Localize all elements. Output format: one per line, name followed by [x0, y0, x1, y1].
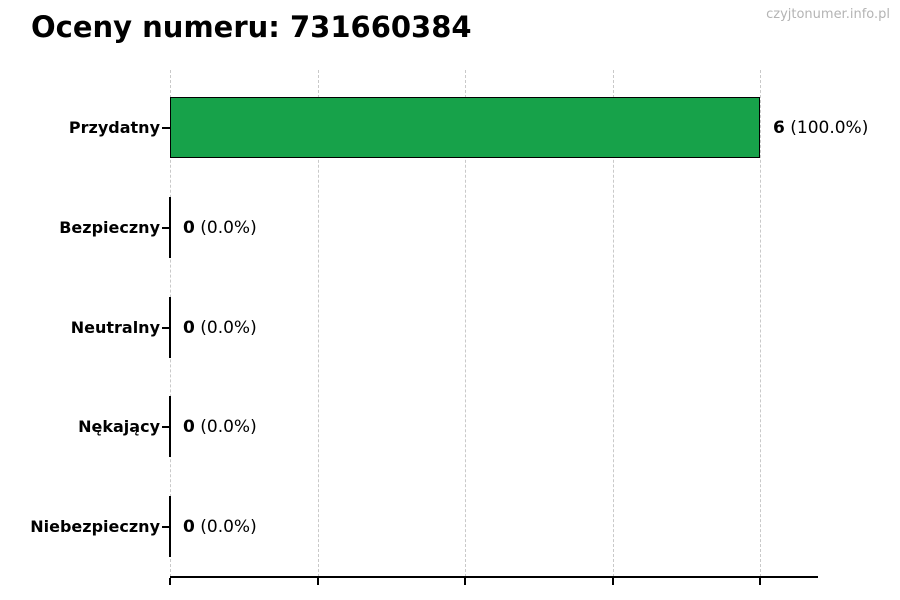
category-label: Nękający	[78, 417, 160, 436]
x-axis-tick	[611, 578, 614, 585]
category-label: Bezpieczny	[59, 218, 160, 237]
bar-count: 6	[773, 118, 785, 138]
x-axis-tick	[759, 578, 761, 585]
bar-value-label: 0 (0.0%)	[183, 216, 257, 240]
bar-percent: (0.0%)	[200, 417, 257, 437]
y-axis-tick	[162, 227, 170, 229]
gridline	[760, 70, 761, 577]
bar-value-label: 6 (100.0%)	[773, 116, 868, 140]
bar	[169, 496, 171, 557]
bar	[170, 97, 760, 158]
bar	[169, 297, 171, 358]
gridline	[465, 70, 466, 577]
y-axis-tick	[162, 127, 170, 129]
bar-percent: (0.0%)	[200, 517, 257, 537]
bar-count: 0	[183, 417, 195, 437]
bar-percent: (0.0%)	[200, 318, 257, 338]
bar-percent: (0.0%)	[200, 218, 257, 238]
bar-count: 0	[183, 318, 195, 338]
bar-percent: (100.0%)	[790, 118, 869, 138]
chart-title: Oceny numeru: 731660384	[31, 10, 472, 44]
bar	[169, 197, 171, 258]
bar-value-label: 0 (0.0%)	[183, 415, 257, 439]
y-axis-tick	[162, 327, 170, 329]
bar	[169, 396, 171, 457]
bar-value-label: 0 (0.0%)	[183, 515, 257, 539]
x-axis-tick	[316, 578, 319, 585]
category-label: Neutralny	[70, 318, 160, 337]
x-axis-tick	[464, 578, 466, 585]
bar-count: 0	[183, 517, 195, 537]
watermark: czyjtonumer.info.pl	[766, 7, 890, 22]
gridline	[317, 70, 319, 577]
category-label: Niebezpieczny	[30, 517, 160, 536]
category-label: Przydatny	[68, 118, 160, 137]
bar-count: 0	[183, 218, 195, 238]
bar-value-label: 0 (0.0%)	[183, 316, 257, 340]
y-axis-tick	[162, 526, 170, 528]
gridline	[612, 70, 614, 577]
x-axis-tick	[169, 578, 171, 585]
y-axis-tick	[162, 426, 170, 428]
x-axis-line	[170, 576, 818, 578]
